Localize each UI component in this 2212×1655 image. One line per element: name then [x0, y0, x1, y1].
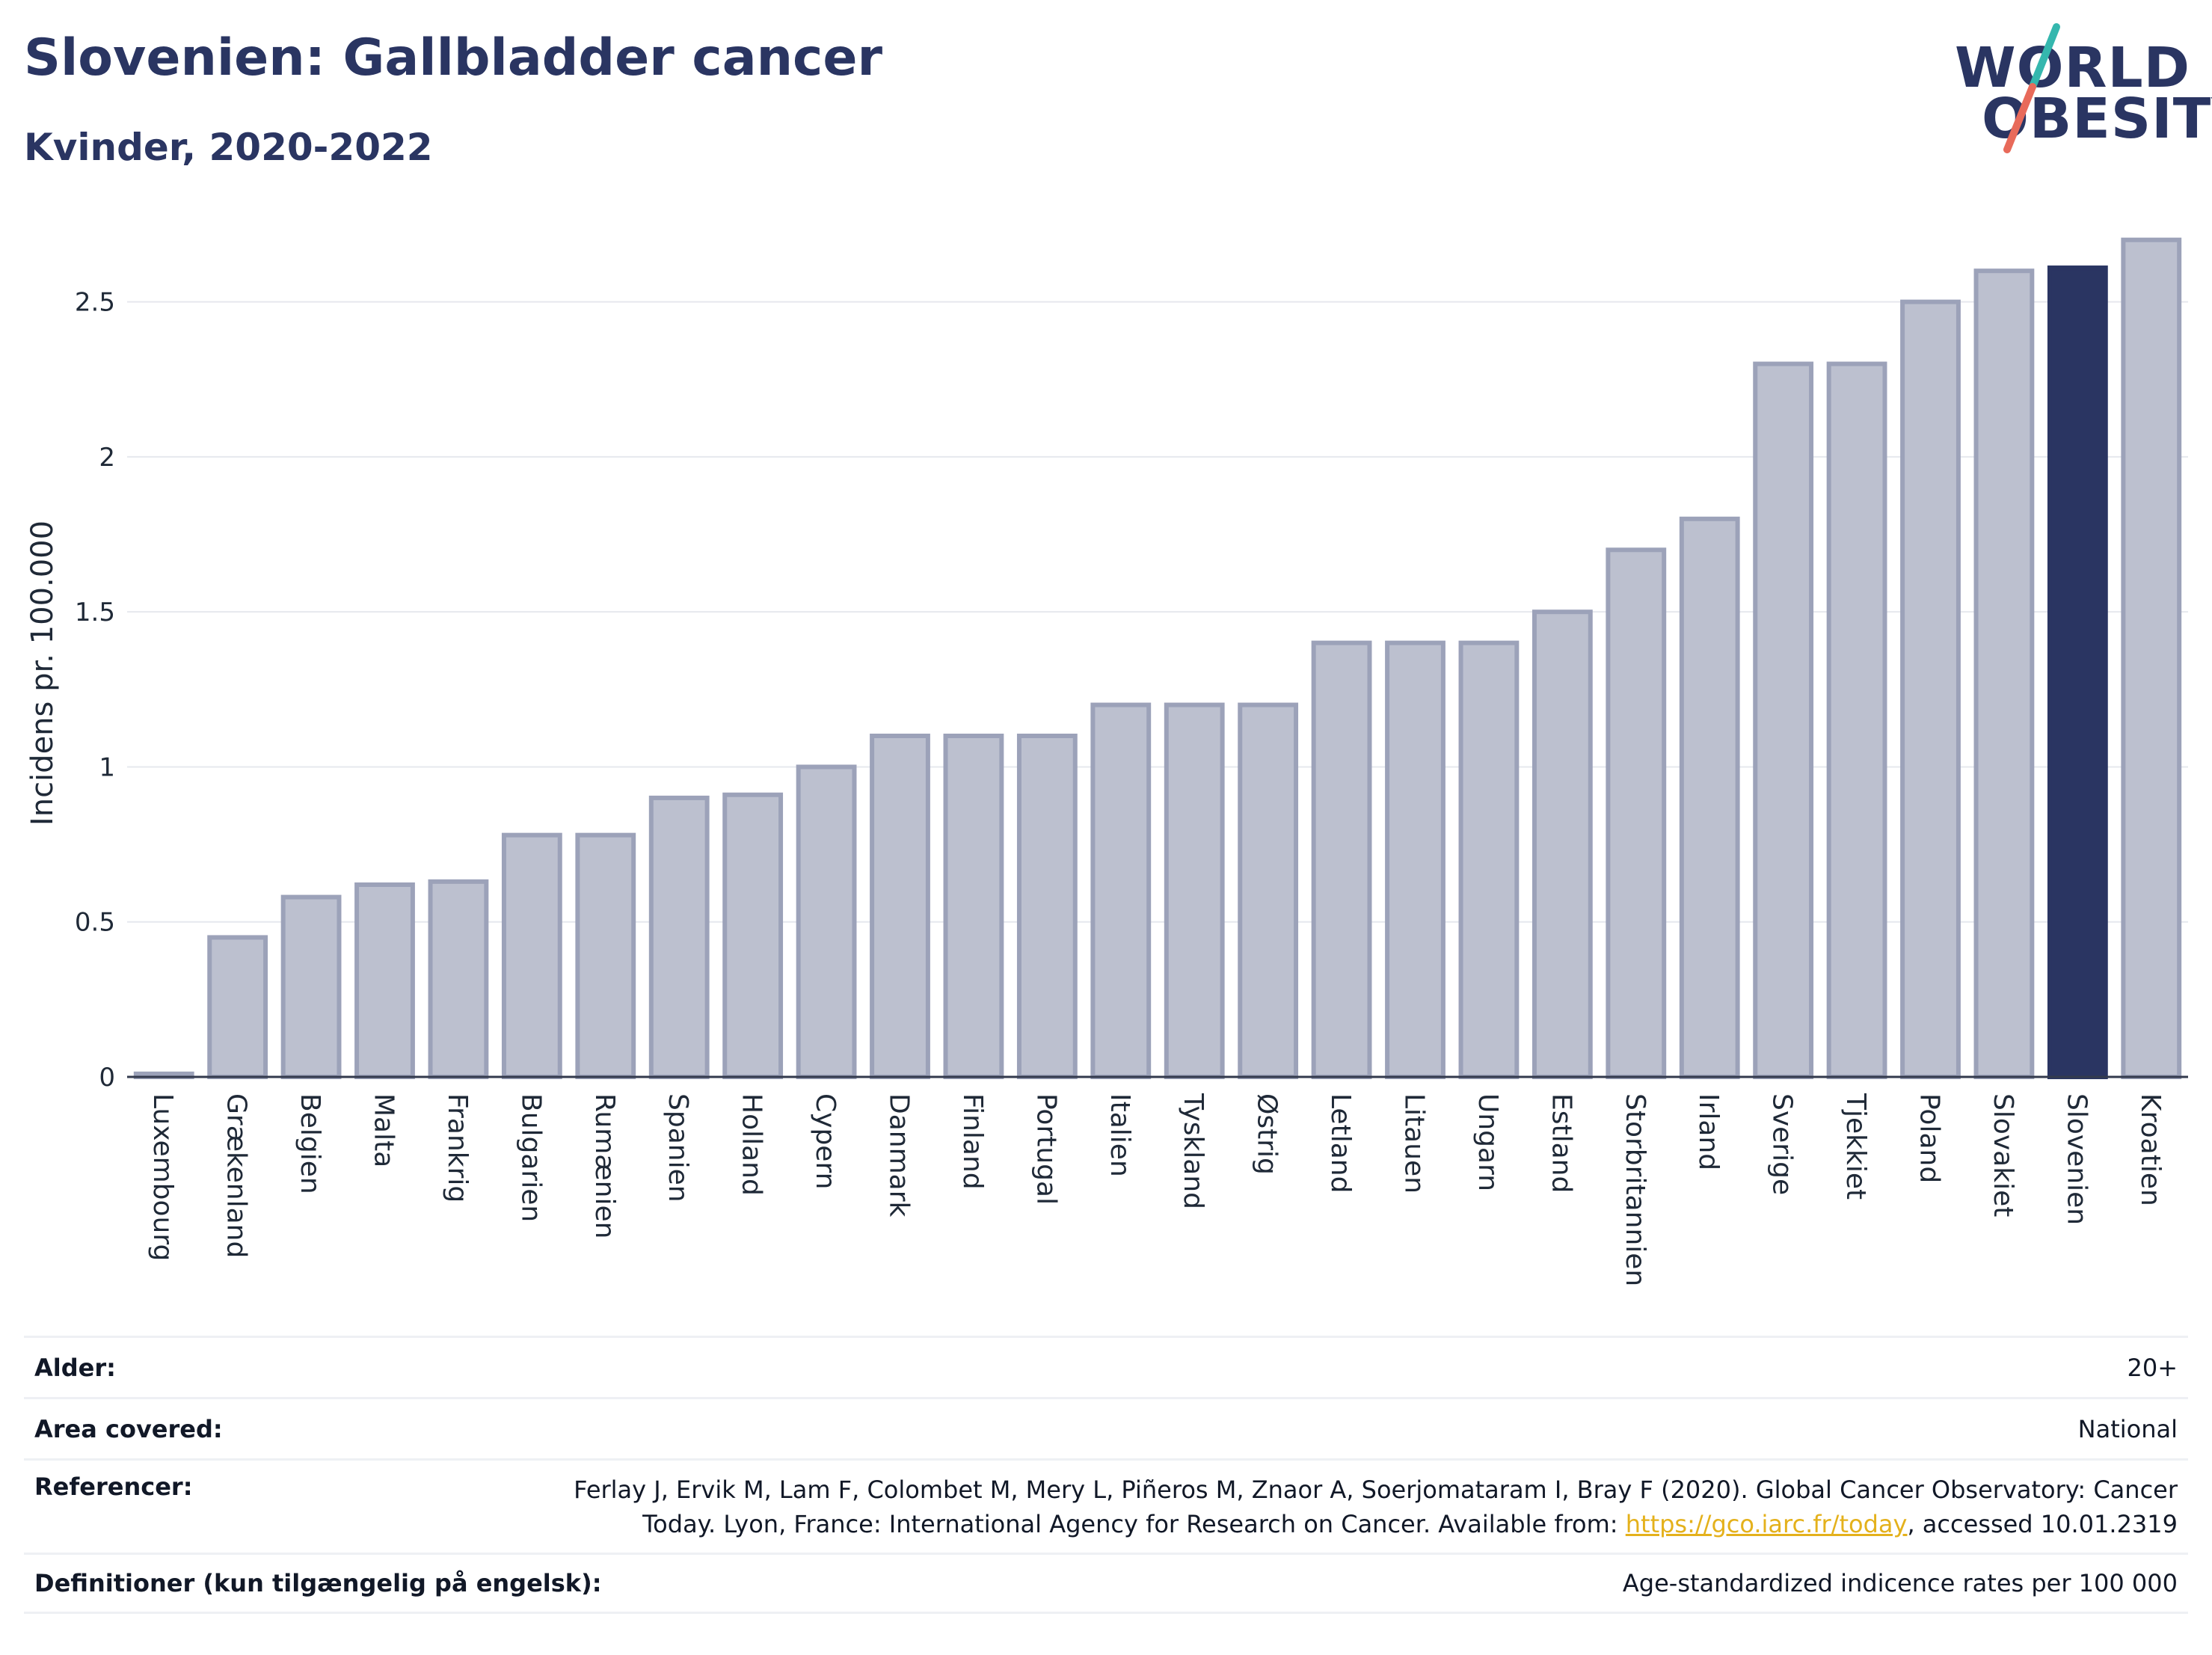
info-label-area: Area covered:: [34, 1414, 223, 1443]
y-tick-label: 1.5: [75, 598, 115, 627]
bar: [1238, 702, 1299, 1080]
reference-link[interactable]: https://gco.iarc.fr/today: [1625, 1510, 1908, 1538]
info-row-definitions: Definitioner (kun tilgængelig på engelsk…: [24, 1553, 2188, 1614]
bar: [1973, 268, 2035, 1080]
page-title: Slovenien: Gallbladder cancer: [24, 28, 882, 87]
bar: [1090, 702, 1152, 1080]
bar: [354, 882, 415, 1079]
bar: [1458, 640, 1520, 1079]
x-tick-label: Cypern: [810, 1093, 841, 1189]
x-tick-label: Letland: [1325, 1093, 1356, 1193]
x-tick-label: Kroatien: [2135, 1093, 2166, 1206]
x-tick-label: Spanien: [663, 1093, 693, 1203]
x-tick-label: Estland: [1546, 1093, 1576, 1193]
reference-line-2-end: , accessed 10.01.2319: [1907, 1510, 2178, 1538]
page-subtitle: Kvinder, 2020-2022: [24, 126, 433, 169]
bar: [1385, 640, 1446, 1079]
bar: [575, 832, 636, 1079]
info-row-age: Alder: 20+: [24, 1336, 2188, 1397]
info-label-definitions: Definitioner (kun tilgængelig på engelsk…: [34, 1569, 602, 1597]
x-tick-label: Østrig: [1252, 1093, 1282, 1175]
bar: [648, 795, 710, 1080]
x-tick-label: Malta: [369, 1093, 399, 1167]
info-value-references: Ferlay J, Ervik M, Lam F, Colombet M, Me…: [574, 1473, 2178, 1541]
x-tick-label: Slovakiet: [1988, 1093, 2018, 1217]
logo-word-world: WORLD: [1955, 36, 2191, 100]
info-value-definitions: Age-standardized indicence rates per 100…: [1622, 1569, 2178, 1597]
y-tick-label: 2: [99, 443, 115, 473]
bar: [1900, 299, 1961, 1080]
bar: [1531, 610, 1593, 1079]
bar: [501, 832, 562, 1079]
x-tick-label: Litauen: [1399, 1093, 1430, 1194]
x-tick-label: Rumænien: [589, 1093, 620, 1238]
info-row-area: Area covered: National: [24, 1397, 2188, 1458]
y-tick-label: 0.5: [75, 908, 115, 938]
bar: [2121, 237, 2182, 1079]
reference-line-2-start: Today. Lyon, France: International Agenc…: [642, 1510, 1626, 1538]
info-label-references: Referencer:: [34, 1473, 193, 1501]
bar: [943, 734, 1004, 1079]
info-value-age: 20+: [2127, 1353, 2178, 1382]
x-tick-label: Italien: [1105, 1093, 1135, 1177]
x-tick-label: Portugal: [1030, 1093, 1061, 1205]
bar: [1826, 361, 1887, 1079]
y-axis-label: Incidens pr. 100.000: [25, 521, 60, 826]
x-tick-label: Frankrig: [442, 1093, 473, 1203]
x-tick-label: Storbritannien: [1620, 1093, 1650, 1286]
reference-line-1: Ferlay J, Ervik M, Lam F, Colombet M, Me…: [574, 1476, 2178, 1504]
x-tick-label: Irland: [1693, 1093, 1724, 1170]
x-tick-label: Poland: [1914, 1093, 1945, 1183]
info-label-age: Alder:: [34, 1353, 116, 1382]
x-tick-label: Danmark: [884, 1093, 915, 1218]
info-table: Alder: 20+ Area covered: National Refere…: [24, 1336, 2188, 1614]
bar-chart: 0 0.5 1 1.5 2 2.5 Luxembourg Grækenland Belgien M…: [25, 237, 2188, 1286]
logo-slash-icon: [2003, 23, 2060, 153]
bar: [280, 894, 342, 1080]
x-tick-label: Tyskland: [1178, 1093, 1208, 1209]
x-tick-label: Ungarn: [1472, 1093, 1503, 1191]
bar: [207, 935, 268, 1079]
x-tick-label: Grækenland: [221, 1093, 252, 1258]
x-tick-label: Tjekkiet: [1840, 1093, 1871, 1200]
x-tick-label: Finland: [957, 1093, 988, 1190]
bar: [1311, 640, 1372, 1079]
bar: [870, 734, 930, 1079]
y-tick-label: 2.5: [75, 288, 115, 318]
x-tick-label: Belgien: [295, 1093, 325, 1194]
bar: [1753, 361, 1814, 1079]
bar: [1164, 702, 1225, 1080]
x-tick-label: Slovenien: [2061, 1093, 2092, 1225]
x-tick-label: Luxembourg: [147, 1093, 178, 1261]
bar: [1016, 734, 1078, 1079]
bar: [428, 879, 489, 1079]
x-tick-label: Holland: [737, 1093, 767, 1196]
x-tick-label: Bulgarien: [515, 1093, 546, 1222]
bar: [1679, 516, 1740, 1079]
info-value-area: National: [2077, 1414, 2178, 1443]
y-tick-label: 0: [99, 1063, 115, 1093]
y-tick-label: 1: [99, 752, 115, 782]
info-row-references: Referencer: Ferlay J, Ervik M, Lam F, Co…: [24, 1458, 2188, 1553]
x-tick-label: Sverige: [1767, 1093, 1798, 1195]
world-obesity-logo: WORLD OBESITY: [1944, 21, 2212, 163]
bar: [796, 764, 857, 1079]
bar: [1606, 547, 1667, 1080]
bar: [2047, 265, 2108, 1079]
bar: [722, 792, 784, 1079]
